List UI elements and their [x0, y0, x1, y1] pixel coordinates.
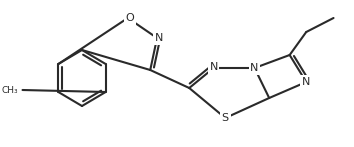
Text: N: N: [302, 77, 310, 87]
Text: O: O: [125, 13, 134, 23]
Text: N: N: [250, 63, 259, 73]
Text: CH₃: CH₃: [2, 86, 19, 95]
Text: N: N: [155, 33, 163, 43]
Text: N: N: [210, 62, 218, 72]
Text: S: S: [222, 113, 229, 123]
